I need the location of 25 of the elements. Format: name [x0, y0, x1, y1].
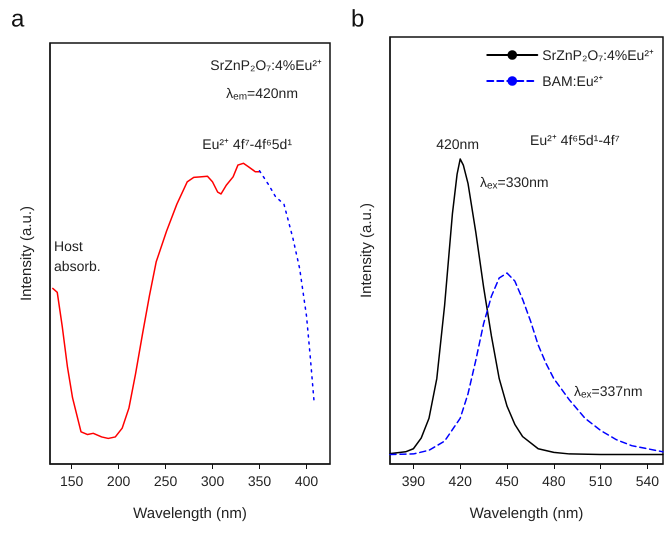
y-axis-title: Intensity (a.u.) — [18, 206, 35, 302]
text: Eu²⁺ 4f⁷-4f⁶5d¹ — [202, 136, 292, 152]
text: SrZnP₂O₇:4%Eu²⁺ — [210, 57, 322, 73]
legend-label: SrZnP₂O₇:4%Eu²⁺ — [542, 47, 654, 63]
legend-label: BAM:Eu²⁺ — [542, 73, 604, 89]
chart-title: b — [351, 6, 364, 32]
x-axis-title: Wavelength (nm) — [133, 505, 247, 522]
x-tick-label: 480 — [542, 473, 566, 489]
x-tick-label: 510 — [588, 473, 612, 489]
x-tick-label: 200 — [106, 473, 130, 489]
annotation: 420nm — [436, 136, 480, 152]
x-axis-title: Wavelength (nm) — [470, 505, 584, 522]
x-tick-label: 400 — [294, 473, 318, 489]
x-tick-label: 300 — [200, 473, 224, 489]
x-tick-label: 250 — [154, 473, 178, 489]
annotation: Host absorb. — [54, 238, 101, 274]
chart-title: a — [11, 6, 25, 32]
y-axis-title: Intensity (a.u.) — [358, 202, 375, 298]
x-tick-label: 350 — [248, 473, 272, 489]
x-tick-label: 420 — [448, 473, 472, 489]
x-tick-label: 450 — [495, 473, 519, 489]
text: Eu²⁺ 4f⁶5d¹-4f⁷ — [530, 132, 620, 148]
x-tick-label: 390 — [402, 473, 426, 489]
x-tick-label: 150 — [60, 473, 84, 489]
x-tick-label: 540 — [636, 473, 660, 489]
